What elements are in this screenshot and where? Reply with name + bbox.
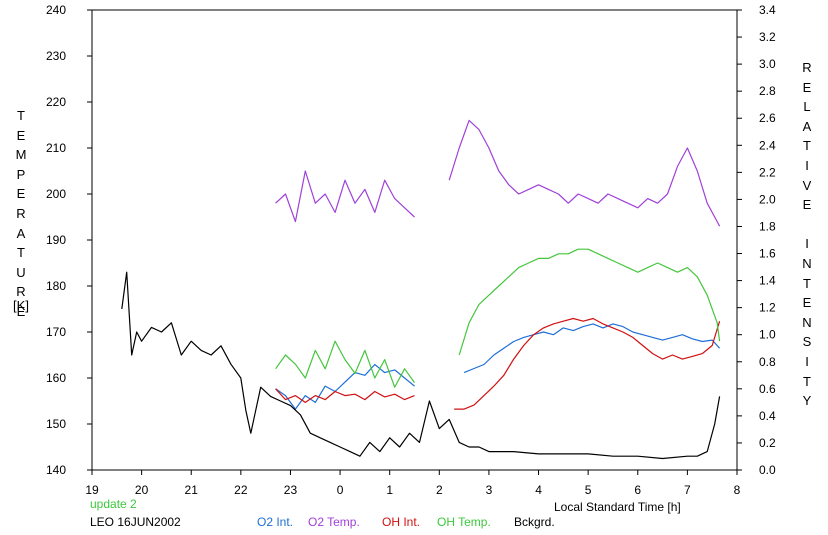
left-tick-label: 160: [46, 371, 66, 385]
axis-title-letter: M: [15, 147, 27, 163]
axis-title-letter: A: [16, 225, 26, 241]
series-line-o2-temp: [448, 119, 721, 227]
right-tick-label: 2.2: [759, 165, 776, 179]
right-tick-label: 0.4: [759, 409, 776, 423]
x-tick-label: 7: [684, 483, 691, 497]
right-tick-label: 1.2: [759, 301, 776, 315]
annotation-update: update 2: [90, 497, 137, 511]
axis-title-letter: N: [802, 255, 812, 271]
left-tick-label: 230: [46, 49, 66, 63]
right-tick-label: 0.6: [759, 382, 776, 396]
legend-oh-temp: OH Temp.: [437, 515, 491, 529]
plot-frame: [91, 9, 738, 471]
x-tick-label: 2: [436, 483, 443, 497]
legend-o2-temp: O2 Temp.: [308, 515, 360, 529]
axis-title-letter: E: [802, 79, 812, 95]
axis-title-letter: L: [803, 99, 811, 115]
x-tick-label: 1: [386, 483, 393, 497]
series-line-oh-temp: [458, 248, 721, 356]
x-axis-title: Local Standard Time [h]: [554, 500, 681, 514]
left-axis: 140 150 160 170 180 190 200 210 220 230 240: [46, 3, 92, 477]
axis-title-letter: U: [16, 264, 26, 280]
x-tick-label: 4: [535, 483, 542, 497]
x-tick-label: 6: [634, 483, 641, 497]
axis-title-letter: S: [802, 334, 812, 350]
axis-title-letter: E: [16, 303, 26, 319]
right-tick-label: 0.2: [759, 436, 776, 450]
axis-title-letter: T: [17, 245, 25, 261]
series-line-o2-int: [463, 323, 721, 374]
x-tick-label: 22: [234, 483, 248, 497]
x-tick-label: 19: [85, 483, 99, 497]
right-tick-label: 1.8: [759, 219, 776, 233]
axis-title-letter: E: [16, 186, 26, 202]
right-tick-label: 1.6: [759, 247, 776, 261]
left-tick-label: 170: [46, 325, 66, 339]
right-tick-label: 2.8: [759, 84, 776, 98]
right-tick-label: 2.0: [759, 192, 776, 206]
x-tick-label: 21: [185, 483, 199, 497]
x-tick-label: 20: [135, 483, 149, 497]
right-tick-label: 2.6: [759, 111, 776, 125]
x-tick-label: 8: [734, 483, 741, 497]
axis-title-letter: I: [805, 157, 809, 173]
left-axis-unit: [K]: [13, 298, 29, 313]
legend-o2-int: O2 Int.: [257, 515, 294, 529]
axis-title-letter: E: [802, 197, 812, 213]
left-tick-label: 220: [46, 95, 66, 109]
axis-title-letter: T: [803, 373, 811, 389]
x-tick-label: 3: [486, 483, 493, 497]
series-line-o2-temp: [275, 170, 415, 223]
left-tick-label: 140: [46, 463, 66, 477]
x-tick-label: 23: [284, 483, 298, 497]
legend-oh-int: OH Int.: [382, 515, 421, 529]
right-tick-label: 0.0: [759, 463, 776, 477]
axis-title-letter: Y: [802, 393, 812, 409]
left-tick-label: 240: [46, 3, 66, 17]
x-tick-label: 5: [585, 483, 592, 497]
left-tick-label: 190: [46, 233, 66, 247]
right-axis: 0.0 0.2 0.4 0.6 0.8 1.0 1.2 1.4 1.6 1.8 2.0 2.2 2.4 2…: [737, 3, 776, 477]
axis-title-letter: E: [802, 295, 812, 311]
series-layer: [121, 119, 721, 460]
series-line-oh-temp: [275, 340, 415, 388]
axis-title-letter: I: [805, 236, 809, 252]
axis-title-letter: R: [16, 205, 26, 221]
axis-title-letter: T: [803, 275, 811, 291]
axis-title-letter: N: [802, 314, 812, 330]
axis-title-letter: E: [16, 127, 26, 143]
left-tick-label: 180: [46, 279, 66, 293]
series-line-bckgrd: [121, 271, 721, 460]
axis-title-letter: R: [16, 284, 26, 300]
right-tick-label: 3.4: [759, 3, 776, 17]
right-tick-label: 2.4: [759, 138, 776, 152]
axis-title-letter: R: [802, 60, 812, 75]
axis-title-letter: T: [17, 108, 25, 123]
axis-title-letter: I: [805, 353, 809, 369]
axis-title-letter: P: [16, 166, 26, 182]
axis-title-letter: [798, 215, 816, 235]
axis-title-letter: V: [802, 177, 812, 193]
right-tick-label: 3.0: [759, 57, 776, 71]
left-tick-label: 150: [46, 417, 66, 431]
series-line-o2-int: [275, 363, 415, 410]
legend-bckgrd: Bckgrd.: [514, 515, 555, 529]
right-tick-label: 3.2: [759, 30, 776, 44]
axis-title-letter: T: [803, 138, 811, 154]
right-tick-label: 0.8: [759, 355, 776, 369]
x-tick-label: 0: [337, 483, 344, 497]
left-tick-label: 210: [46, 141, 66, 155]
series-line-oh-int: [275, 388, 415, 403]
left-tick-label: 200: [46, 187, 66, 201]
right-tick-label: 1.4: [759, 274, 776, 288]
right-tick-label: 1.0: [759, 328, 776, 342]
axis-title-letter: A: [802, 118, 812, 134]
annotation-station-date: LEO 16JUN2002: [90, 515, 181, 529]
x-axis: 19 20 21 22 23 0 1 2 3 4 5 6 7 8: [85, 470, 741, 497]
series-line-oh-int: [454, 317, 721, 410]
